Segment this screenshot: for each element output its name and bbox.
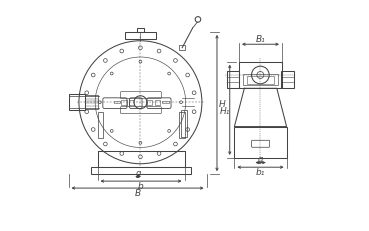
Text: B₁: B₁	[255, 35, 265, 44]
Bar	[147, 100, 152, 105]
Bar	[181, 111, 187, 137]
Bar	[97, 151, 184, 167]
Bar	[85, 96, 97, 110]
Bar	[243, 75, 278, 86]
Bar	[179, 46, 185, 50]
Text: B: B	[134, 188, 141, 197]
Bar	[246, 76, 274, 84]
Bar	[114, 101, 120, 104]
Text: H₁: H₁	[220, 106, 230, 115]
Bar	[282, 72, 294, 88]
Text: b: b	[138, 181, 144, 190]
Bar	[155, 100, 161, 105]
Text: g: g	[135, 168, 141, 177]
Bar	[69, 95, 85, 111]
Bar	[90, 167, 192, 174]
Bar	[125, 33, 155, 40]
Bar	[137, 29, 144, 33]
Text: b₁: b₁	[256, 168, 265, 176]
Text: H: H	[219, 100, 226, 108]
Bar	[227, 72, 239, 88]
Bar	[234, 127, 287, 158]
Text: g: g	[258, 155, 263, 163]
Bar	[129, 100, 134, 105]
Bar	[162, 101, 169, 104]
Bar	[121, 100, 127, 105]
Bar	[239, 62, 282, 89]
Bar	[97, 112, 103, 139]
Bar	[179, 112, 184, 139]
